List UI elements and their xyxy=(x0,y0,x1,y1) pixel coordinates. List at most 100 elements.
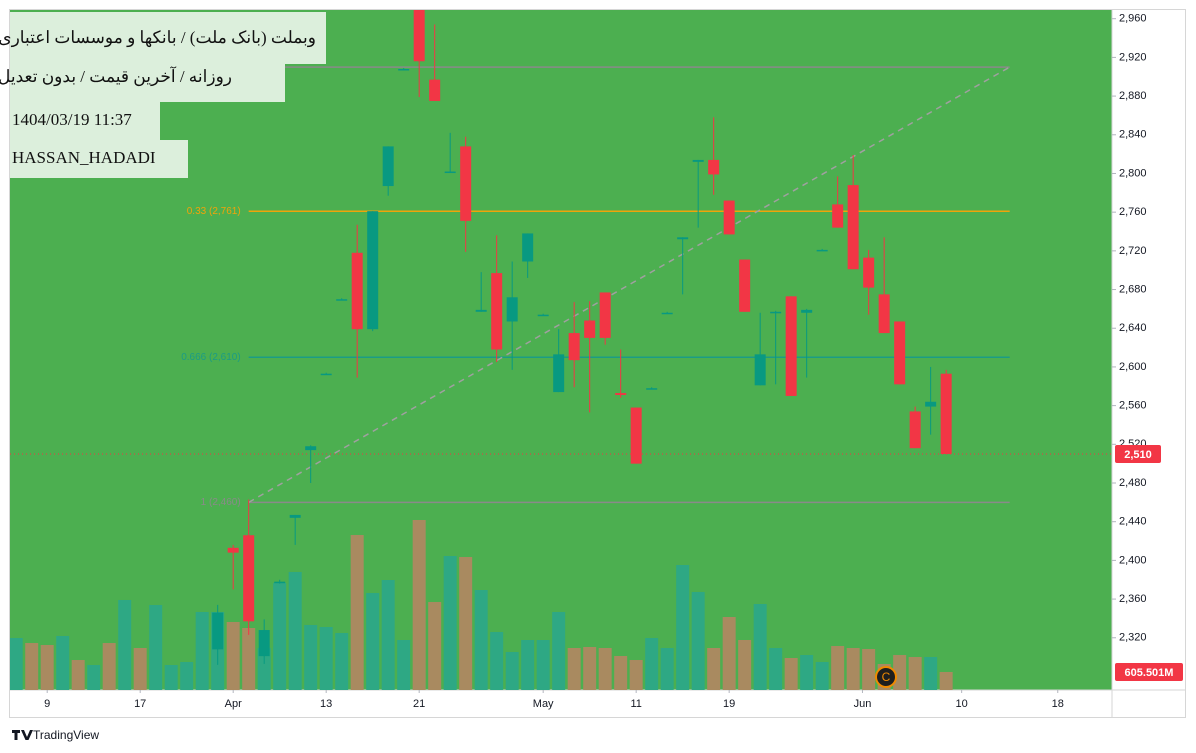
candle-body xyxy=(336,299,348,301)
timestamp-box xyxy=(10,102,160,140)
badge-text: C xyxy=(882,670,891,684)
x-tick-label: May xyxy=(533,698,554,710)
volume-bar xyxy=(273,582,287,690)
volume-bar xyxy=(846,647,860,690)
candle-body xyxy=(429,79,441,101)
volume-bar xyxy=(149,605,163,690)
volume-bar xyxy=(381,580,395,690)
y-tick-label: 2,800 xyxy=(1119,167,1147,179)
candle-body xyxy=(894,321,906,385)
volume-bar xyxy=(645,638,659,690)
volume-bar xyxy=(319,627,333,690)
author: HASSAN_HADADI xyxy=(12,148,156,167)
volume-bar xyxy=(180,661,194,690)
candle-body xyxy=(785,296,797,396)
volume-bar xyxy=(257,647,271,690)
candle-body xyxy=(351,252,363,330)
candle-body xyxy=(863,257,875,288)
y-tick-label: 2,600 xyxy=(1119,361,1147,373)
candle-body xyxy=(584,320,596,338)
candle-body xyxy=(708,159,720,175)
candle-body xyxy=(553,354,565,393)
candle-body xyxy=(475,309,487,312)
x-tick-label: 9 xyxy=(44,698,50,710)
last-price-label: 2,510 xyxy=(1124,449,1152,461)
trend-line xyxy=(248,66,1011,503)
candle-body xyxy=(646,388,658,390)
y-tick-label: 2,640 xyxy=(1119,322,1147,334)
y-tick-label: 2,760 xyxy=(1119,206,1147,218)
volume-bar xyxy=(226,621,240,690)
volume-bar xyxy=(118,599,132,690)
candle-body xyxy=(274,581,286,584)
y-tick-label: 2,880 xyxy=(1119,90,1147,102)
candle-body xyxy=(212,612,224,650)
volume-bar xyxy=(939,672,953,690)
candle-body xyxy=(382,146,394,187)
brand: TradingView xyxy=(12,728,99,742)
volume-bar xyxy=(164,665,178,690)
volume-bar xyxy=(505,652,519,690)
candle-body xyxy=(754,354,766,386)
brand-text: TradingView xyxy=(33,728,99,742)
candle-body xyxy=(320,373,332,376)
volume-bar xyxy=(676,565,690,690)
candle-body xyxy=(243,535,255,622)
y-tick-label: 2,680 xyxy=(1119,283,1147,295)
volume-bar xyxy=(490,632,504,690)
candle-body xyxy=(940,373,952,454)
candle-body xyxy=(801,309,813,313)
y-tick-label: 2,440 xyxy=(1119,516,1147,528)
candle-body xyxy=(367,211,379,330)
volume-bar xyxy=(598,647,612,690)
volume-bar xyxy=(753,604,767,690)
volume-bar xyxy=(71,660,85,690)
last-price-box xyxy=(1115,444,1161,463)
volume-bar xyxy=(660,647,674,690)
volume-layer xyxy=(10,520,953,690)
volume-bar xyxy=(784,658,798,690)
volume-bar xyxy=(195,612,209,690)
volume-bar xyxy=(815,661,829,690)
volume-bar xyxy=(335,633,349,690)
candle-body xyxy=(832,204,844,228)
candles-layer xyxy=(212,10,952,665)
y-tick-label: 2,560 xyxy=(1119,400,1147,412)
candle-body xyxy=(398,69,410,71)
y-tick-label: 2,720 xyxy=(1119,245,1147,257)
drawings-layer: 0.33 (2,761) 0.666 (2,610) 1 (2,460) xyxy=(10,66,1112,508)
overlay-boxes: وبملت (بانک ملت) / بانکها و موسسات اعتبا… xyxy=(0,12,326,178)
candle-body xyxy=(289,514,301,518)
x-tick-label: 19 xyxy=(723,698,735,710)
volume-bar xyxy=(366,593,380,690)
timestamp: 1404/03/19 11:37 xyxy=(12,110,132,129)
x-tick-label: 17 xyxy=(134,698,146,710)
y-tick-label: 2,320 xyxy=(1119,632,1147,644)
y-tick-label: 2,840 xyxy=(1119,129,1147,141)
volume-bar xyxy=(459,557,473,690)
volume-bar xyxy=(443,555,457,690)
volume-bar xyxy=(614,655,628,690)
candle-body xyxy=(227,547,239,553)
volume-bar xyxy=(707,647,721,690)
volume-bar xyxy=(397,640,411,690)
volume-bar xyxy=(567,647,581,690)
candle-body xyxy=(909,411,921,449)
volume-bar xyxy=(691,591,705,690)
candle-body xyxy=(537,314,549,317)
candle-body xyxy=(460,146,472,221)
y-tick-label: 2,960 xyxy=(1119,13,1147,25)
candle-body xyxy=(522,233,534,262)
volume-bar xyxy=(521,640,535,690)
badge: C xyxy=(875,666,897,688)
volume-bar xyxy=(552,612,566,690)
volume-bar xyxy=(242,627,256,690)
plot-area xyxy=(10,10,1112,690)
candle-body xyxy=(413,10,425,62)
volume-bar xyxy=(474,590,488,690)
fib-label: 1 (2,460) xyxy=(201,497,241,508)
volume-bar xyxy=(40,644,54,690)
subtitle-box xyxy=(10,64,285,102)
volume-bar xyxy=(412,520,426,690)
